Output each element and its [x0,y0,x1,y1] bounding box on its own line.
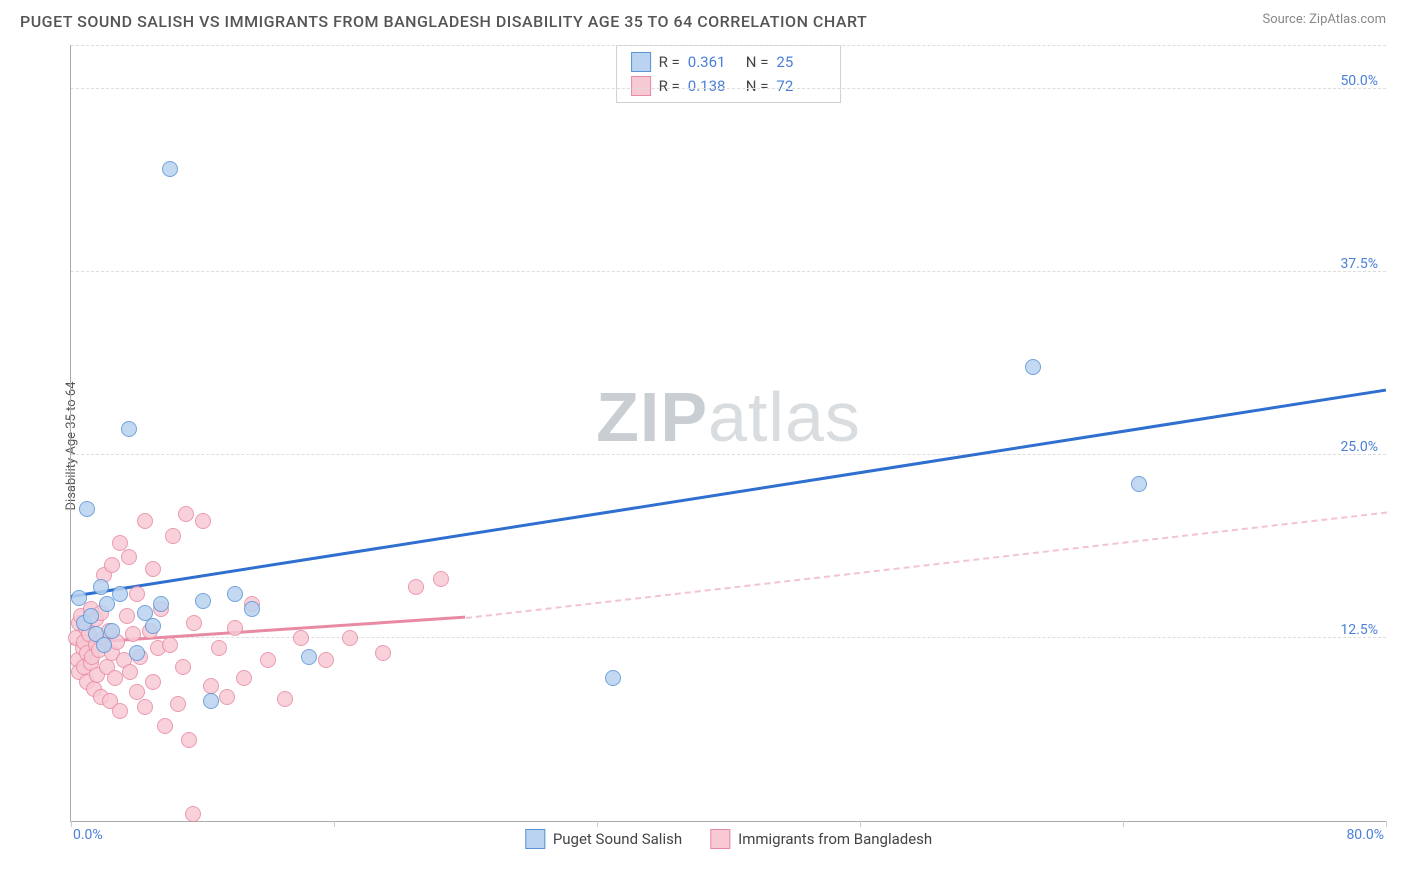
marker-series2 [277,691,293,707]
marker-series2 [181,732,197,748]
marker-series2 [186,615,202,631]
x-tick [1123,821,1124,827]
marker-series1 [162,161,178,177]
marker-series1 [71,590,87,606]
y-tick-label: 25.0% [1340,439,1378,455]
marker-series2 [293,630,309,646]
marker-series2 [342,630,358,646]
marker-series1 [145,618,161,634]
gridline [71,637,1386,638]
marker-series2 [236,670,252,686]
n-value-series2: 72 [776,77,826,95]
regression-line [465,512,1386,619]
stats-row-series1: R = 0.361 N = 25 [617,50,841,74]
marker-series2 [170,696,186,712]
marker-series2 [260,652,276,668]
legend-item-series1: Puget Sound Salish [525,829,682,849]
chart-area: Disability Age 35 to 64 ZIPatlas R = 0.3… [45,45,1386,847]
stats-row-series2: R = 0.138 N = 72 [617,74,841,98]
marker-series2 [318,652,334,668]
marker-series1 [1025,359,1041,375]
x-tick-min: 0.0% [73,827,103,843]
n-value-series1: 25 [776,53,826,71]
marker-series1 [79,501,95,517]
marker-series2 [219,689,235,705]
x-tick [597,821,598,827]
marker-series1 [203,693,219,709]
regression-line [71,389,1386,598]
marker-series2 [433,571,449,587]
plot-area: ZIPatlas R = 0.361 N = 25 R = 0.138 N = … [70,45,1386,822]
marker-series1 [153,596,169,612]
y-tick-label: 37.5% [1340,256,1378,272]
marker-series2 [137,699,153,715]
x-tick [334,821,335,827]
r-value-series1: 0.361 [688,53,738,71]
marker-series2 [129,684,145,700]
marker-series2 [162,637,178,653]
stats-legend: R = 0.361 N = 25 R = 0.138 N = 72 [616,45,842,103]
marker-series1 [104,623,120,639]
marker-series2 [211,640,227,656]
marker-series2 [125,626,141,642]
marker-series2 [129,586,145,602]
marker-series2 [157,718,173,734]
swatch-series2-bottom [710,829,730,849]
swatch-series1 [631,52,651,72]
x-tick [860,821,861,827]
swatch-series1-bottom [525,829,545,849]
marker-series1 [1131,476,1147,492]
gridline [71,271,1386,272]
gridline [71,454,1386,455]
marker-series2 [195,513,211,529]
x-tick [71,821,72,827]
r-value-series2: 0.138 [688,77,738,95]
marker-series2 [145,674,161,690]
y-tick-label: 12.5% [1340,622,1378,638]
gridline [71,88,1386,89]
marker-series1 [195,593,211,609]
marker-series1 [244,601,260,617]
marker-series1 [93,579,109,595]
marker-series1 [96,637,112,653]
marker-series2 [408,579,424,595]
marker-series1 [83,608,99,624]
marker-series2 [112,703,128,719]
source-label: Source: ZipAtlas.com [1262,12,1386,27]
x-tick-max: 80.0% [1346,827,1384,843]
marker-series2 [107,670,123,686]
marker-series1 [605,670,621,686]
gridline [71,45,1386,46]
marker-series1 [112,586,128,602]
marker-series1 [121,421,137,437]
watermark: ZIPatlas [596,377,861,457]
marker-series2 [145,561,161,577]
y-tick-label: 50.0% [1340,73,1378,89]
marker-series2 [165,528,181,544]
marker-series2 [112,535,128,551]
chart-title: PUGET SOUND SALISH VS IMMIGRANTS FROM BA… [20,12,867,31]
marker-series2 [178,506,194,522]
marker-series1 [129,645,145,661]
marker-series2 [185,806,201,822]
swatch-series2 [631,76,651,96]
marker-series2 [122,664,138,680]
marker-series2 [375,645,391,661]
marker-series2 [104,557,120,573]
x-tick [1386,821,1387,827]
marker-series2 [119,608,135,624]
marker-series2 [175,659,191,675]
marker-series1 [301,649,317,665]
bottom-legend: Puget Sound Salish Immigrants from Bangl… [525,829,932,849]
marker-series2 [137,513,153,529]
marker-series2 [227,620,243,636]
legend-item-series2: Immigrants from Bangladesh [710,829,932,849]
marker-series2 [203,678,219,694]
marker-series2 [121,549,137,565]
marker-series1 [99,596,115,612]
marker-series1 [227,586,243,602]
